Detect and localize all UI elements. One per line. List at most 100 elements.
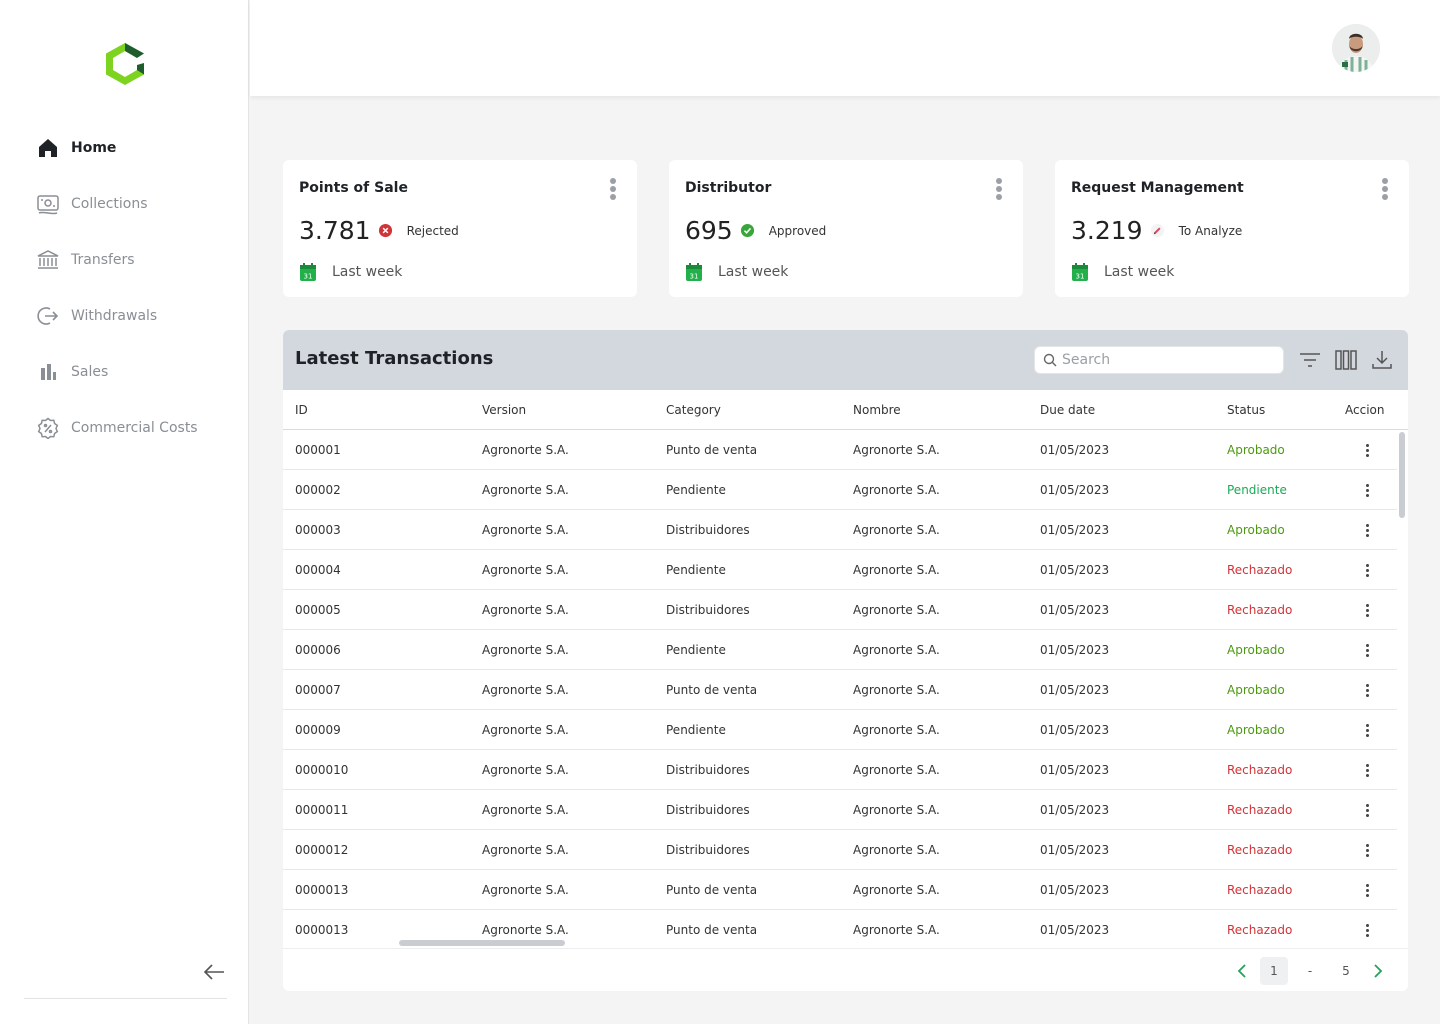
sidebar-item-transfers[interactable]: Transfers	[36, 248, 236, 272]
sidebar-item-label: Home	[71, 140, 117, 156]
card-value-row: 3.781 Rejected	[299, 216, 459, 245]
sidebar: Home Collections Transfers Withdrawals S…	[0, 0, 249, 1024]
home-icon	[36, 136, 60, 160]
table-row[interactable]: 000006 Agronorte S.A. Pendiente Agronorte S…	[283, 630, 1397, 670]
row-actions-menu-icon[interactable]	[1359, 630, 1375, 670]
cell-category: Distribuidores	[666, 843, 750, 857]
previous-page-chevron-icon[interactable]	[1228, 957, 1256, 985]
search-input[interactable]	[1062, 352, 1262, 368]
table-row[interactable]: 0000010 Agronorte S.A. Distribuidores Agron…	[283, 750, 1397, 790]
row-actions-menu-icon[interactable]	[1359, 470, 1375, 510]
cell-nombre: Agronorte S.A.	[853, 563, 940, 577]
row-actions-menu-icon[interactable]	[1359, 750, 1375, 790]
brand-logo-icon[interactable]	[104, 41, 146, 87]
user-avatar[interactable]	[1332, 24, 1380, 72]
collapse-sidebar-arrow-icon[interactable]	[202, 961, 226, 983]
horizontal-scrollbar[interactable]	[399, 940, 565, 946]
cell-id: 0000012	[295, 843, 349, 857]
table-row[interactable]: 0000012 Agronorte S.A. Distribuidores Agron…	[283, 830, 1397, 870]
table-row[interactable]: 000005 Agronorte S.A. Distribuidores Agrono…	[283, 590, 1397, 630]
main-nav: Home Collections Transfers Withdrawals S…	[36, 136, 236, 472]
more-options-icon[interactable]	[609, 178, 617, 202]
cell-nombre: Agronorte S.A.	[853, 683, 940, 697]
table-row[interactable]: 0000011 Agronorte S.A. Distribuidores Agron…	[283, 790, 1397, 830]
sidebar-item-home[interactable]: Home	[36, 136, 236, 160]
sidebar-item-sales[interactable]: Sales	[36, 360, 236, 384]
table-row[interactable]: 0000013 Agronorte S.A. Punto de venta Agron…	[283, 910, 1397, 938]
table-row[interactable]: 0000013 Agronorte S.A. Punto de venta Agron…	[283, 870, 1397, 910]
row-actions-menu-icon[interactable]	[1359, 670, 1375, 710]
filter-icon[interactable]	[1298, 348, 1322, 372]
row-actions-menu-icon[interactable]	[1359, 550, 1375, 590]
percent-badge-icon	[36, 416, 60, 440]
more-options-icon[interactable]	[1381, 178, 1389, 202]
columns-icon[interactable]	[1334, 348, 1358, 372]
cell-id: 000004	[295, 563, 341, 577]
cell-status: Rechazado	[1227, 803, 1293, 817]
cell-status: Aprobado	[1227, 443, 1285, 457]
cell-version: Agronorte S.A.	[482, 763, 569, 777]
page-current[interactable]: 1	[1260, 957, 1288, 985]
column-header-version[interactable]: Version	[482, 403, 527, 417]
row-actions-menu-icon[interactable]	[1359, 510, 1375, 550]
table-row[interactable]: 000007 Agronorte S.A. Punto de venta Agrono…	[283, 670, 1397, 710]
row-actions-menu-icon[interactable]	[1359, 830, 1375, 870]
column-header-nombre[interactable]: Nombre	[853, 403, 901, 417]
more-options-icon[interactable]	[995, 178, 1003, 202]
page-last[interactable]: 5	[1342, 964, 1350, 978]
sidebar-item-label: Transfers	[71, 252, 135, 268]
sidebar-item-label: Sales	[71, 364, 109, 380]
row-actions-menu-icon[interactable]	[1359, 590, 1375, 630]
cell-category: Pendiente	[666, 483, 726, 497]
cell-version: Agronorte S.A.	[482, 883, 569, 897]
card-value: 3.781	[299, 216, 371, 245]
row-actions-menu-icon[interactable]	[1359, 910, 1375, 938]
row-actions-menu-icon[interactable]	[1359, 790, 1375, 830]
table-row[interactable]: 000003 Agronorte S.A. Distribuidores Agrono…	[283, 510, 1397, 550]
cell-nombre: Agronorte S.A.	[853, 443, 940, 457]
calendar-icon: 31	[686, 263, 702, 281]
card-status: Rejected	[406, 223, 459, 238]
cell-due-date: 01/05/2023	[1040, 483, 1110, 497]
cell-category: Distribuidores	[666, 763, 750, 777]
sidebar-item-collections[interactable]: Collections	[36, 192, 236, 216]
column-header-category[interactable]: Category	[666, 403, 721, 417]
card-period: 31 Last week	[299, 262, 402, 282]
cell-version: Agronorte S.A.	[482, 843, 569, 857]
cell-version: Agronorte S.A.	[482, 483, 569, 497]
cell-id: 000006	[295, 643, 341, 657]
cell-due-date: 01/05/2023	[1040, 683, 1110, 697]
table-row[interactable]: 000004 Agronorte S.A. Pendiente Agronorte S…	[283, 550, 1397, 590]
bank-icon	[36, 248, 60, 272]
row-actions-menu-icon[interactable]	[1359, 870, 1375, 910]
cell-status: Rechazado	[1227, 603, 1293, 617]
table-header: ID Version Category Nombre Due date Stat…	[283, 390, 1408, 430]
row-actions-menu-icon[interactable]	[1359, 710, 1375, 750]
download-icon[interactable]	[1370, 348, 1394, 372]
cell-id: 0000013	[295, 923, 349, 937]
table-row[interactable]: 000009 Agronorte S.A. Pendiente Agronorte S…	[283, 710, 1397, 750]
table-row[interactable]: 000002 Agronorte S.A. Pendiente Agronorte S…	[283, 470, 1397, 510]
search-box	[1034, 346, 1284, 374]
cell-due-date: 01/05/2023	[1040, 923, 1110, 937]
cell-due-date: 01/05/2023	[1040, 843, 1110, 857]
cell-due-date: 01/05/2023	[1040, 803, 1110, 817]
money-icon	[36, 192, 60, 216]
vertical-scrollbar[interactable]	[1399, 432, 1405, 518]
sidebar-item-commercial-costs[interactable]: Commercial Costs	[36, 416, 236, 440]
search-icon	[1043, 353, 1057, 367]
cell-due-date: 01/05/2023	[1040, 723, 1110, 737]
column-header-status[interactable]: Status	[1227, 403, 1266, 417]
card-title: Request Management	[1071, 180, 1244, 196]
row-actions-menu-icon[interactable]	[1359, 430, 1375, 470]
table-row[interactable]: 000001 Agronorte S.A. Punto de venta Agrono…	[283, 430, 1397, 470]
sidebar-item-withdrawals[interactable]: Withdrawals	[36, 304, 236, 328]
next-page-chevron-icon[interactable]	[1364, 957, 1392, 985]
cell-id: 0000011	[295, 803, 349, 817]
cell-nombre: Agronorte S.A.	[853, 643, 940, 657]
logout-arrow-icon	[36, 304, 60, 328]
cell-category: Punto de venta	[666, 683, 758, 697]
cell-due-date: 01/05/2023	[1040, 643, 1110, 657]
column-header-id[interactable]: ID	[295, 403, 308, 417]
column-header-due-date[interactable]: Due date	[1040, 403, 1096, 417]
